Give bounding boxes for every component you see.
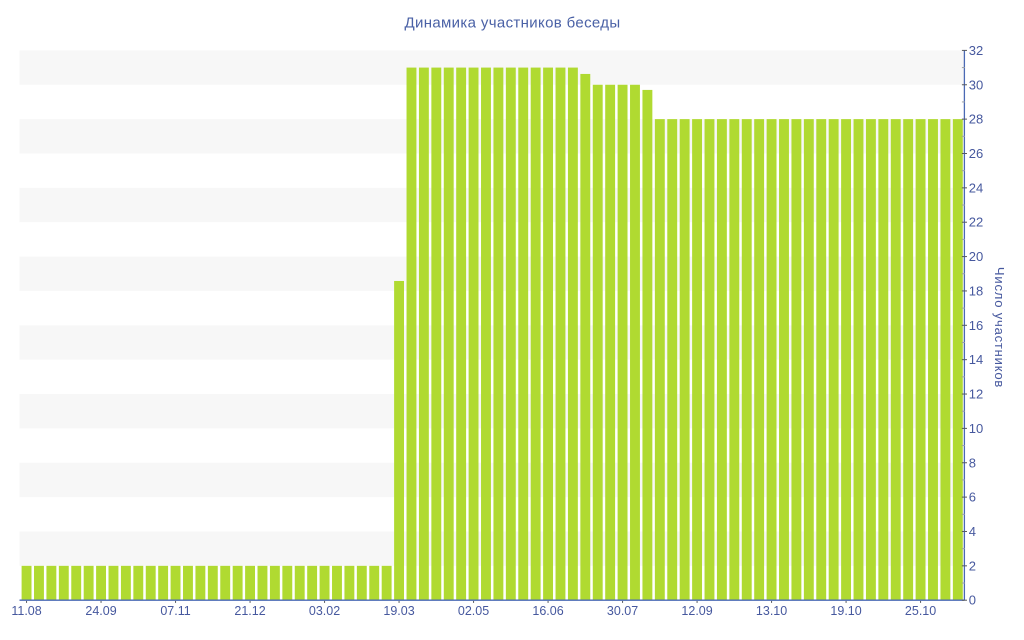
svg-text:24: 24 bbox=[969, 180, 983, 195]
svg-text:07.11: 07.11 bbox=[160, 604, 190, 618]
svg-text:0: 0 bbox=[969, 593, 976, 608]
svg-text:02.05: 02.05 bbox=[458, 604, 489, 618]
svg-text:22: 22 bbox=[969, 215, 983, 230]
svg-text:16.06: 16.06 bbox=[532, 604, 563, 618]
svg-text:12: 12 bbox=[969, 387, 983, 402]
svg-text:25.10: 25.10 bbox=[905, 604, 936, 618]
svg-text:24.09: 24.09 bbox=[85, 604, 116, 618]
svg-text:18: 18 bbox=[969, 283, 983, 298]
svg-text:2: 2 bbox=[969, 558, 976, 573]
svg-text:4: 4 bbox=[969, 524, 976, 539]
svg-text:30: 30 bbox=[969, 77, 983, 92]
svg-text:03.02: 03.02 bbox=[309, 604, 340, 618]
svg-text:32: 32 bbox=[969, 43, 983, 58]
svg-text:14: 14 bbox=[969, 352, 983, 367]
svg-text:Число участников: Число участников bbox=[992, 267, 1007, 388]
svg-text:12.09: 12.09 bbox=[681, 604, 712, 618]
svg-text:13.10: 13.10 bbox=[756, 604, 787, 618]
svg-text:6: 6 bbox=[969, 490, 976, 505]
svg-text:10: 10 bbox=[969, 421, 983, 436]
svg-text:30.07: 30.07 bbox=[607, 604, 638, 618]
svg-text:Динамика участников беседы: Динамика участников беседы bbox=[404, 14, 620, 31]
svg-text:19.10: 19.10 bbox=[830, 604, 861, 618]
svg-text:16: 16 bbox=[969, 318, 983, 333]
svg-text:8: 8 bbox=[969, 455, 976, 470]
svg-text:28: 28 bbox=[969, 112, 983, 127]
svg-text:20: 20 bbox=[969, 249, 983, 264]
svg-text:11.08: 11.08 bbox=[11, 604, 41, 618]
svg-text:26: 26 bbox=[969, 146, 983, 161]
svg-text:19.03: 19.03 bbox=[383, 604, 414, 618]
svg-text:21.12: 21.12 bbox=[234, 604, 265, 618]
